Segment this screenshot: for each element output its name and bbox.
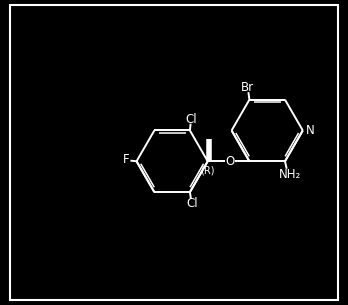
Text: F: F (123, 153, 130, 166)
Text: NH₂: NH₂ (279, 168, 301, 181)
Text: Cl: Cl (187, 197, 198, 210)
Text: (R): (R) (200, 166, 215, 176)
Text: Br: Br (241, 81, 254, 94)
Text: O: O (225, 155, 234, 168)
Text: N: N (306, 124, 315, 137)
Text: Cl: Cl (186, 113, 197, 126)
